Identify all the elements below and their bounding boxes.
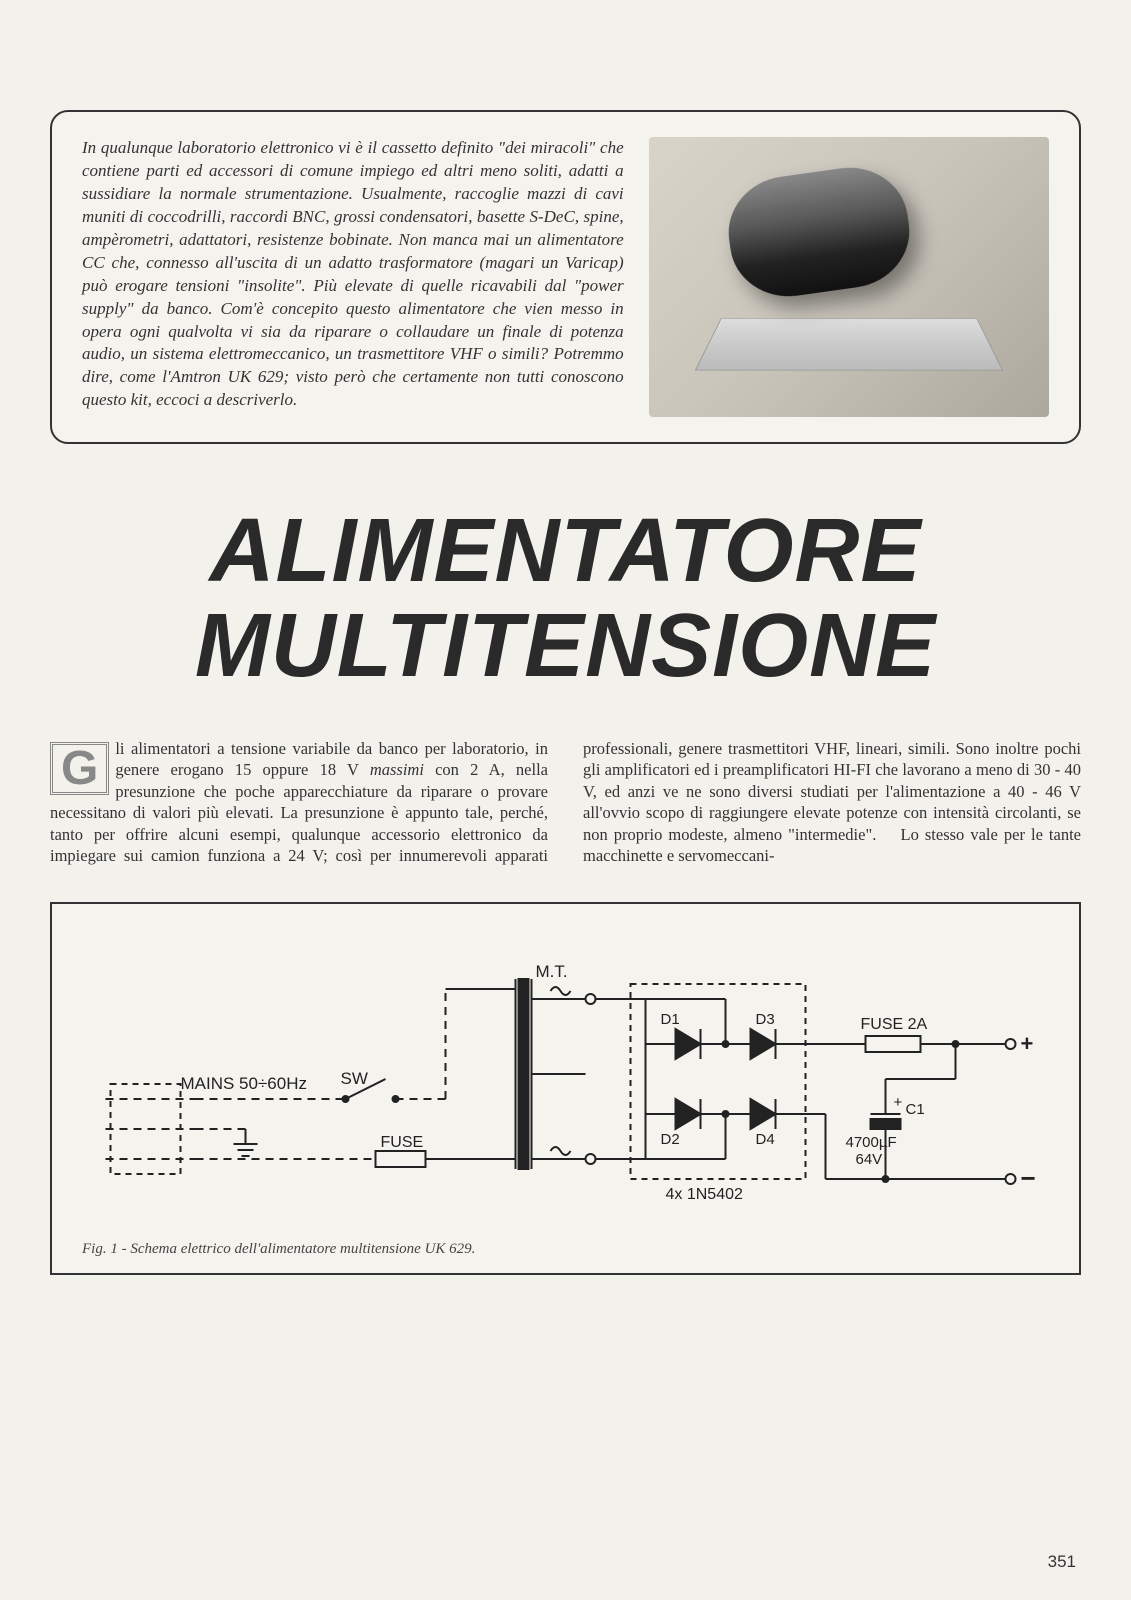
label-cap-val2: 64V: [856, 1151, 883, 1168]
label-diodes: 4x 1N5402: [666, 1186, 743, 1203]
schematic-caption: Fig. 1 - Schema elettrico dell'alimentat…: [82, 1241, 1049, 1258]
photo-board: [694, 318, 1002, 370]
label-c1-plus: +: [894, 1094, 903, 1111]
label-d1: D1: [661, 1011, 680, 1028]
label-mt: M.T.: [536, 962, 568, 981]
label-minus: −: [1021, 1163, 1036, 1193]
article-title: ALIMENTATORE MULTITENSIONE: [50, 504, 1081, 693]
schematic-diagram: MAINS 50÷60Hz SW FUSE M.T. D1 D2 D3 D4 4…: [82, 929, 1049, 1229]
label-fuse2: FUSE 2A: [861, 1016, 928, 1033]
drop-cap: G: [50, 742, 109, 795]
title-line-1: ALIMENTATORE: [210, 501, 922, 601]
label-plus: +: [1021, 1031, 1034, 1056]
label-d2: D2: [661, 1131, 680, 1148]
schematic-box: MAINS 50÷60Hz SW FUSE M.T. D1 D2 D3 D4 4…: [50, 902, 1081, 1275]
photo-capacitor: [721, 160, 916, 304]
label-c1: C1: [906, 1101, 925, 1118]
product-photo: [649, 137, 1049, 417]
label-fuse1: FUSE: [381, 1134, 424, 1151]
page-number: 351: [1048, 1552, 1076, 1572]
label-sw: SW: [341, 1069, 368, 1088]
label-d4: D4: [756, 1131, 775, 1148]
label-cap-val1: 4700µF: [846, 1134, 897, 1151]
body-columns: G li alimentatori a tensione variabile d…: [50, 738, 1081, 867]
title-line-2: MULTITENSIONE: [195, 596, 936, 696]
body-italic: massimi: [370, 760, 424, 779]
intro-box: In qualunque laboratorio elettronico vi …: [50, 110, 1081, 444]
intro-text: In qualunque laboratorio elettronico vi …: [82, 137, 624, 417]
label-d3: D3: [756, 1011, 775, 1028]
label-mains: MAINS 50÷60Hz: [181, 1074, 308, 1093]
